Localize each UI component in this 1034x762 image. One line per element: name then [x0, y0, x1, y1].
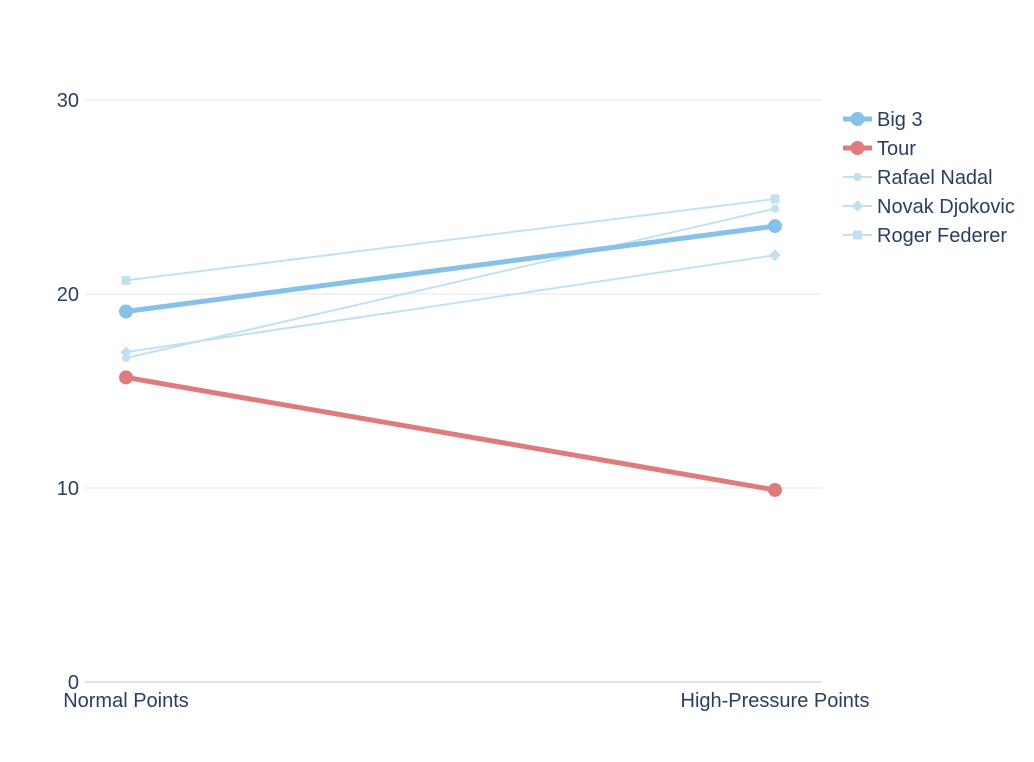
legend-item-big-3[interactable]: Big 3 [843, 109, 923, 131]
legend-swatch-marker[interactable] [850, 141, 865, 155]
axes: 0 10 20 30 Normal Points High-Pressure Points [57, 90, 870, 712]
series-novak-djokovic [120, 249, 781, 359]
y-tick-label: 0 [68, 672, 79, 694]
legend-label: Big 3 [877, 109, 923, 131]
x-tick-label: High-Pressure Points [681, 690, 870, 712]
legend-item-tour[interactable]: Tour [843, 138, 916, 160]
series-tour [119, 370, 782, 497]
data-point-tour[interactable] [768, 482, 782, 497]
y-tick-label: 30 [57, 90, 79, 112]
legend-swatch-marker[interactable] [853, 230, 862, 240]
data-point-roger-federer[interactable] [121, 275, 131, 285]
legend-swatch-marker[interactable] [850, 112, 865, 126]
legend-label: Tour [877, 138, 916, 160]
legend-label: Roger Federer [877, 225, 1007, 247]
series-line-novak-djokovic[interactable] [125, 254, 776, 354]
legend-swatch-marker[interactable] [851, 200, 864, 212]
series-lines [119, 194, 782, 497]
data-point-novak-djokovic[interactable] [120, 346, 132, 359]
legend-label: Novak Djokovic [877, 196, 1015, 218]
data-point-roger-federer[interactable] [770, 194, 780, 204]
y-tick-label: 10 [57, 478, 79, 500]
data-point-big-3[interactable] [119, 304, 133, 319]
x-tick-label: Normal Points [63, 690, 189, 712]
data-point-tour[interactable] [119, 370, 133, 385]
legend-swatch-marker[interactable] [853, 173, 862, 181]
legend-item-rafael-nadal[interactable]: Rafael Nadal [843, 167, 993, 189]
series-line-roger-federer[interactable] [125, 197, 776, 282]
legend[interactable]: Big 3 Tour Rafael Nadal Novak Djokovic Roger… [843, 109, 1015, 247]
data-point-big-3[interactable] [768, 219, 782, 234]
legend-item-novak-djokovic[interactable]: Novak Djokovic [843, 196, 1015, 218]
series-line-big-3[interactable] [125, 223, 776, 314]
gridlines [85, 99, 822, 683]
series-line-tour[interactable] [125, 374, 776, 493]
series-line-rafael-nadal[interactable] [125, 207, 776, 359]
legend-item-roger-federer[interactable]: Roger Federer [843, 225, 1007, 247]
series-roger-federer [121, 194, 780, 285]
y-tick-label: 20 [57, 284, 79, 306]
data-point-rafael-nadal[interactable] [770, 204, 780, 213]
data-point-novak-djokovic[interactable] [769, 249, 781, 262]
legend-label: Rafael Nadal [877, 167, 993, 189]
series-big-3 [119, 219, 782, 319]
